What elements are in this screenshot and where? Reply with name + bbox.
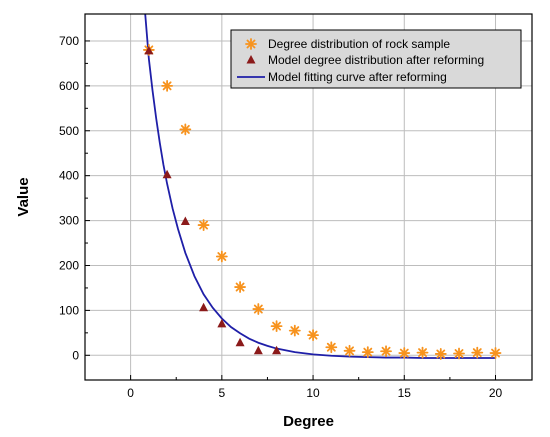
rock-sample-point — [380, 345, 392, 358]
model-degree-point — [144, 45, 154, 55]
x-tick-label: 10 — [306, 386, 320, 400]
asterisk-stroke — [381, 346, 391, 356]
asterisk-stroke — [180, 124, 190, 134]
fitting-curve-line — [144, 14, 496, 359]
rock-sample-point — [252, 303, 265, 315]
rock-sample-point — [161, 79, 174, 92]
legend-triangle-swatch — [246, 55, 256, 64]
asterisk-stroke — [345, 346, 354, 356]
model-degree-point — [217, 318, 227, 328]
rock-sample-point — [325, 341, 338, 354]
asterisk-stroke — [472, 348, 482, 358]
y-axis-title: Value — [15, 177, 32, 216]
rock-sample-point — [398, 347, 411, 359]
asterisk-stroke — [290, 326, 300, 336]
legend-marker-triangle — [246, 55, 256, 64]
x-tick-label: 0 — [127, 386, 134, 400]
legend-entry-rock-sample: Degree distribution of rock sample — [245, 37, 450, 51]
asterisk-stroke — [253, 304, 263, 314]
rock-sample-point — [489, 347, 502, 359]
model-degree-point — [162, 169, 172, 179]
legend-marker-asterisk — [245, 38, 257, 50]
legend-label-rock-sample: Degree distribution of rock sample — [268, 37, 450, 51]
model-degree-point — [272, 345, 282, 355]
legend: Degree distribution of rock sample Model… — [230, 29, 522, 89]
rock-sample-point — [307, 329, 319, 341]
plot-frame — [84, 13, 533, 381]
asterisk-stroke — [363, 347, 373, 357]
x-tick-label: 5 — [218, 386, 225, 400]
y-tick-label: 200 — [59, 258, 79, 272]
asterisk-stroke — [491, 348, 500, 358]
rock-sample-point — [416, 346, 429, 359]
x-tick-label: 20 — [489, 386, 503, 400]
y-tick-label: 500 — [59, 124, 79, 138]
legend-entry-model-degree: Model degree distribution after reformin… — [246, 53, 484, 67]
asterisk-stroke — [235, 282, 245, 292]
asterisk-stroke — [272, 321, 282, 331]
model-degree-point — [235, 337, 245, 347]
y-tick-label: 600 — [59, 79, 79, 93]
legend-label-model-degree: Model degree distribution after reformin… — [268, 53, 484, 67]
y-tick-label: 0 — [72, 348, 79, 362]
asterisk-stroke — [454, 349, 464, 358]
y-tick-label: 300 — [59, 214, 79, 228]
legend-asterisk-swatch — [245, 38, 257, 50]
rock-sample-point — [215, 250, 228, 263]
legend-box — [230, 29, 522, 89]
asterisk-stroke — [246, 39, 256, 49]
x-tick-label: 15 — [398, 386, 412, 400]
rock-sample-point — [234, 281, 246, 293]
asterisk-stroke — [436, 349, 446, 359]
model-degree-point — [253, 345, 263, 355]
legend-entry-fitting-curve: Model fitting curve after reforming — [237, 70, 447, 84]
legend-label-fitting-curve: Model fitting curve after reforming — [268, 70, 447, 84]
rock-sample-point — [434, 348, 447, 360]
rock-sample-point — [197, 219, 210, 231]
asterisk-stroke — [308, 330, 318, 340]
rock-sample-point — [453, 347, 465, 360]
asterisk-stroke — [326, 342, 336, 352]
plot-data — [142, 14, 502, 360]
y-tick-label: 400 — [59, 169, 79, 183]
y-tick-label: 100 — [59, 303, 79, 317]
y-tick-label: 700 — [59, 34, 79, 48]
asterisk-stroke — [217, 252, 227, 261]
asterisk-stroke — [199, 220, 209, 230]
rock-sample-point — [270, 320, 283, 333]
rock-sample-point — [288, 324, 301, 337]
asterisk-stroke — [418, 348, 427, 358]
x-axis-title: Degree — [283, 413, 334, 430]
asterisk-stroke — [399, 348, 409, 358]
asterisk-stroke — [162, 81, 172, 91]
rock-sample-point — [471, 346, 484, 359]
rock-sample-point — [361, 346, 374, 359]
rock-sample-point — [179, 123, 192, 136]
model-degree-point — [199, 302, 209, 312]
rock-sample-point — [343, 344, 356, 357]
model-degree-point — [180, 216, 190, 225]
